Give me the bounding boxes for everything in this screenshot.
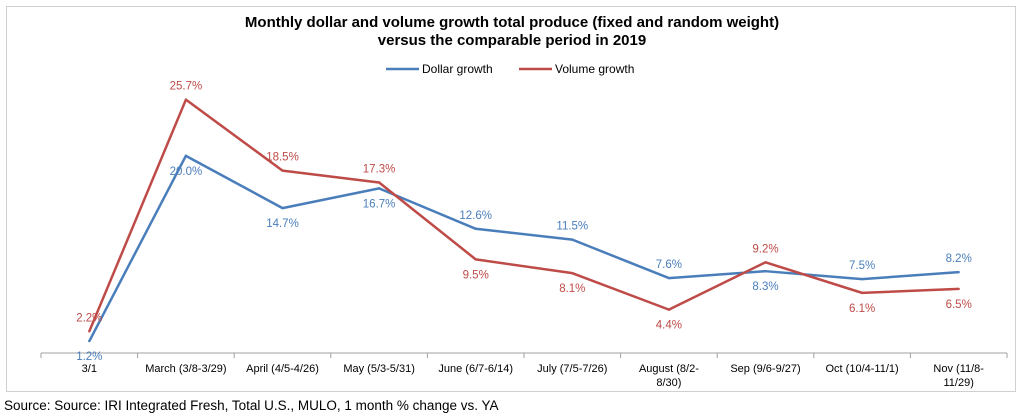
data-label: 1.2% (76, 351, 102, 363)
data-point (184, 98, 188, 101)
data-label: 12.6% (459, 210, 492, 222)
legend-label-dollar-growth: Dollar growth (422, 62, 493, 76)
series-line-dollar-growth (88, 154, 959, 342)
source-note: Source: Source: IRI Integrated Fresh, To… (4, 398, 499, 413)
chart-container: Monthly dollar and volume growth total p… (6, 6, 1016, 392)
x-tick-label: 3/1 (82, 363, 97, 375)
data-label: 18.5% (266, 152, 299, 164)
chart-title: Monthly dollar and volume growth total p… (245, 14, 779, 31)
x-tick-label: July (7/5-7/26) (537, 363, 607, 375)
data-label: 11.5% (556, 221, 588, 233)
data-label: 20.0% (170, 166, 203, 178)
data-point (667, 276, 671, 280)
data-point (957, 287, 960, 291)
x-tick-label: Sep (9/6-9/27) (730, 363, 800, 375)
chart-subtitle: versus the comparable period in 2019 (378, 32, 646, 49)
data-label: 7.5% (849, 260, 875, 272)
x-tick-label: 8/30) (656, 377, 681, 389)
data-point (377, 187, 381, 190)
data-label: 6.5% (946, 299, 972, 311)
x-tick-label: April (4/5-4/26) (246, 363, 319, 375)
data-label: 2.2% (76, 312, 102, 324)
data-point (667, 308, 671, 311)
data-point (571, 238, 574, 241)
x-tick-label: 11/29) (944, 377, 974, 389)
data-label: 8.3% (752, 281, 778, 293)
data-point (377, 181, 381, 184)
x-axis-ticks (40, 353, 1008, 358)
data-label: 8.2% (946, 253, 972, 265)
x-tick-label: Nov (11/8- (933, 363, 984, 375)
data-point (474, 258, 477, 261)
data-point (281, 206, 284, 210)
chart-legend: Dollar growth Volume growth (386, 62, 634, 76)
data-label: 8.1% (559, 283, 585, 295)
legend-label-volume-growth: Volume growth (555, 62, 634, 76)
x-tick-label: August (8/2- (639, 363, 699, 375)
data-point (88, 330, 91, 333)
x-tick-label: June (6/7-6/14) (438, 363, 513, 375)
data-point (860, 291, 864, 295)
data-labels: 1.2% 20.0% 14.7% 16.7% 12.6% 11.5% 7.6% 8.3% 7.5… (76, 81, 972, 363)
data-point (474, 227, 477, 230)
data-point (184, 154, 188, 158)
data-label: 17.3% (363, 163, 396, 175)
x-tick-label: Oct (10/4-11/1) (826, 363, 899, 375)
data-label: 7.6% (656, 259, 682, 271)
data-point (764, 261, 767, 264)
x-tick-label: March (3/8-3/29) (145, 363, 226, 375)
data-point (957, 270, 960, 274)
data-point (281, 169, 284, 172)
data-label: 14.7% (266, 218, 299, 230)
data-label: 6.1% (849, 303, 875, 315)
data-point (571, 271, 574, 275)
data-label: 4.4% (656, 320, 682, 332)
line-chart: Monthly dollar and volume growth total p… (40, 14, 1008, 389)
series-line-volume-growth (88, 98, 959, 332)
data-label: 9.2% (752, 243, 778, 255)
series-lines (88, 98, 960, 343)
data-point (764, 269, 767, 273)
data-label: 16.7% (363, 198, 396, 210)
data-point (860, 277, 864, 281)
data-label: 9.5% (463, 269, 489, 281)
x-tick-label: May (5/3-5/31) (343, 363, 415, 375)
x-axis-labels: 3/1 March (3/8-3/29) April (4/5-4/26) May (… (82, 363, 985, 389)
data-point (88, 339, 91, 343)
data-label: 25.7% (170, 81, 203, 93)
